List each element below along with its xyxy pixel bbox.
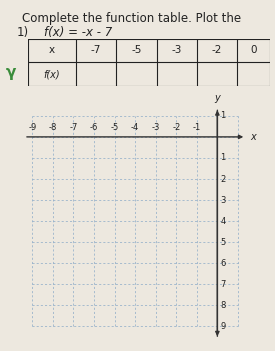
Text: -3: -3 [152, 122, 160, 132]
Text: y: y [214, 93, 220, 103]
Text: x: x [49, 46, 55, 55]
Text: 2: 2 [221, 174, 226, 184]
Text: 1): 1) [16, 26, 29, 39]
Text: -2: -2 [172, 122, 180, 132]
Text: f(x) = -x - 7: f(x) = -x - 7 [44, 26, 112, 39]
Text: 9: 9 [221, 322, 226, 331]
Text: -4: -4 [131, 122, 139, 132]
Text: f(x): f(x) [43, 69, 60, 79]
Text: 4: 4 [221, 217, 226, 226]
Text: -2: -2 [212, 46, 222, 55]
Text: γ: γ [6, 65, 16, 80]
Text: -5: -5 [111, 122, 119, 132]
Text: 1: 1 [221, 153, 226, 163]
Text: 5: 5 [221, 238, 226, 247]
Text: -7: -7 [91, 46, 101, 55]
Text: 8: 8 [221, 301, 226, 310]
Text: 0: 0 [250, 46, 257, 55]
Text: -3: -3 [172, 46, 182, 55]
Text: 7: 7 [221, 280, 226, 289]
Text: -1: -1 [193, 122, 201, 132]
Text: -8: -8 [49, 122, 57, 132]
Text: -9: -9 [28, 122, 36, 132]
Text: Complete the function table. Plot the: Complete the function table. Plot the [22, 12, 241, 25]
Text: -6: -6 [90, 122, 98, 132]
Text: -7: -7 [69, 122, 78, 132]
Text: 1: 1 [221, 111, 226, 120]
Text: 3: 3 [221, 196, 226, 205]
Text: -5: -5 [131, 46, 142, 55]
Text: 6: 6 [221, 259, 226, 268]
Text: x: x [250, 132, 256, 142]
